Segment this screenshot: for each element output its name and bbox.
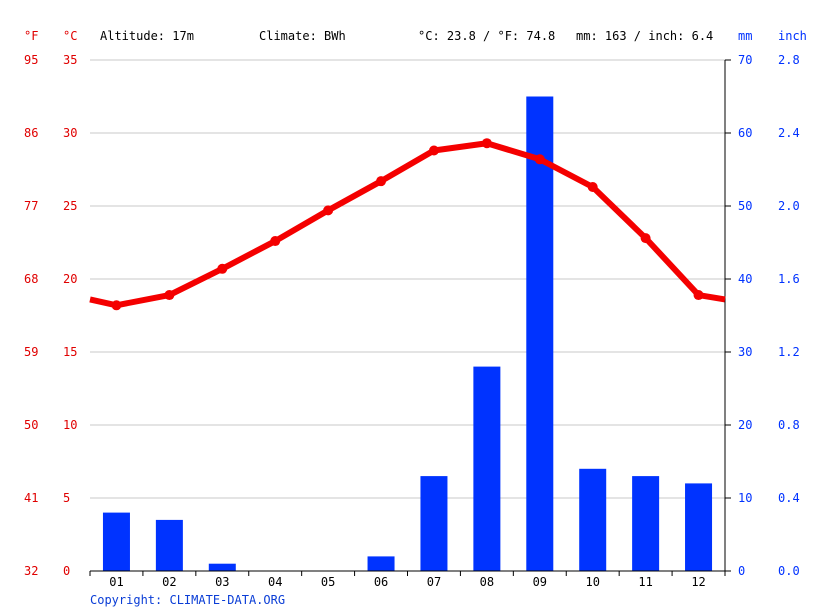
month-tick-label: 08	[480, 575, 494, 589]
celsius-tick-label: 5	[63, 491, 70, 505]
precipitation-bar	[367, 556, 395, 571]
precipitation-bar	[420, 476, 448, 571]
month-tick-label: 04	[268, 575, 282, 589]
month-tick-label: 11	[638, 575, 652, 589]
temperature-point	[481, 138, 492, 149]
inch-tick-label: 1.6	[778, 272, 800, 286]
axes	[89, 59, 731, 576]
fahrenheit-tick-label: 41	[24, 491, 38, 505]
precipitation-bar	[473, 366, 501, 571]
tick-labels: 32 0 0 0.0 41 5 10 0.4 50 10 20 0.8 59 15 30 1.2 68 20 40 1…	[24, 53, 800, 589]
celsius-tick-label: 15	[63, 345, 77, 359]
altitude-label: Altitude: 17m	[100, 29, 194, 43]
mm-tick-label: 40	[738, 272, 752, 286]
temperature-point	[217, 263, 228, 274]
inch-tick-label: 0.4	[778, 491, 800, 505]
fahrenheit-tick-label: 95	[24, 53, 38, 67]
precipitation-bar	[685, 483, 713, 571]
fahrenheit-tick-label: 59	[24, 345, 38, 359]
celsius-tick-label: 25	[63, 199, 77, 213]
inch-tick-label: 0.8	[778, 418, 800, 432]
grid-lines	[90, 59, 725, 499]
month-tick-label: 09	[533, 575, 547, 589]
precipitation-bar	[102, 512, 130, 571]
inch-tick-label: 2.8	[778, 53, 800, 67]
temperature-point	[693, 290, 704, 301]
temperature-summary: °C: 23.8 / °F: 74.8	[418, 29, 555, 43]
month-tick-label: 05	[321, 575, 335, 589]
month-tick-label: 10	[585, 575, 599, 589]
temperature-polyline	[89, 140, 726, 309]
month-tick-label: 02	[162, 575, 176, 589]
fahrenheit-unit-label: °F	[24, 29, 38, 43]
mm-tick-label: 10	[738, 491, 752, 505]
temperature-point	[587, 182, 598, 193]
month-tick-label: 12	[691, 575, 705, 589]
climate-label: Climate: BWh	[259, 29, 346, 43]
temperature-point	[640, 233, 651, 244]
temperature-point	[323, 205, 334, 216]
month-tick-label: 06	[374, 575, 388, 589]
fahrenheit-tick-label: 68	[24, 272, 38, 286]
mm-tick-label: 0	[738, 564, 745, 578]
precipitation-bar	[579, 468, 607, 571]
mm-unit-label: mm	[738, 29, 752, 43]
mm-tick-label: 50	[738, 199, 752, 213]
precipitation-bar	[526, 96, 554, 571]
temperature-point	[428, 145, 439, 156]
inch-tick-label: 2.4	[778, 126, 800, 140]
month-tick-label: 07	[427, 575, 441, 589]
celsius-tick-label: 35	[63, 53, 77, 67]
temperature-point	[534, 154, 545, 165]
inch-unit-label: inch	[778, 29, 807, 43]
temperature-point	[376, 176, 387, 187]
temperature-point	[111, 300, 122, 311]
temperature-point	[164, 290, 175, 301]
inch-tick-label: 0.0	[778, 564, 800, 578]
celsius-tick-label: 0	[63, 564, 70, 578]
precipitation-summary: mm: 163 / inch: 6.4	[576, 29, 713, 43]
precipitation-bar	[155, 519, 183, 571]
celsius-tick-label: 20	[63, 272, 77, 286]
month-tick-label: 03	[215, 575, 229, 589]
mm-tick-label: 30	[738, 345, 752, 359]
inch-tick-label: 1.2	[778, 345, 800, 359]
fahrenheit-tick-label: 77	[24, 199, 38, 213]
celsius-tick-label: 10	[63, 418, 77, 432]
temperature-point	[270, 236, 281, 247]
mm-tick-label: 70	[738, 53, 752, 67]
mm-tick-label: 20	[738, 418, 752, 432]
celsius-unit-label: °C	[63, 29, 77, 43]
precipitation-bars	[102, 96, 713, 571]
precipitation-bar	[208, 563, 236, 571]
temperature-line	[89, 138, 726, 311]
copyright-link[interactable]: Copyright: CLIMATE-DATA.ORG	[90, 593, 285, 607]
precipitation-bar	[632, 476, 660, 571]
fahrenheit-tick-label: 86	[24, 126, 38, 140]
fahrenheit-tick-label: 32	[24, 564, 38, 578]
inch-tick-label: 2.0	[778, 199, 800, 213]
fahrenheit-tick-label: 50	[24, 418, 38, 432]
mm-tick-label: 60	[738, 126, 752, 140]
month-tick-label: 01	[109, 575, 123, 589]
celsius-tick-label: 30	[63, 126, 77, 140]
